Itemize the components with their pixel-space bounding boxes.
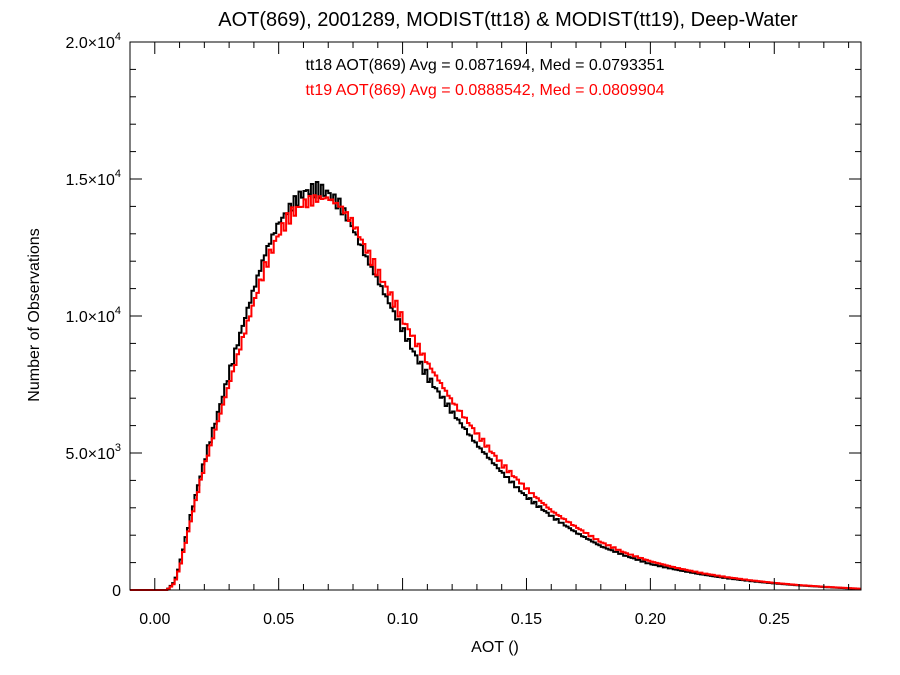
histogram-series-tt18: [130, 180, 861, 591]
histogram-series-tt19: [130, 194, 861, 591]
x-tick-label: 0.25: [759, 611, 790, 628]
x-tick-label: 0.00: [139, 611, 170, 628]
annotations: tt18 AOT(869) Avg = 0.0871694, Med = 0.0…: [305, 57, 664, 99]
x-axis-label: AOT (): [471, 639, 519, 656]
y-tick-label: 1.0×104: [65, 305, 121, 326]
x-tick-label: 0.05: [263, 611, 294, 628]
chart-title: AOT(869), 2001289, MODIST(tt18) & MODIST…: [218, 9, 798, 31]
plot-area: [130, 180, 861, 591]
y-tick-label: 0: [112, 583, 121, 600]
stats-annotation-tt18: tt18 AOT(869) Avg = 0.0871694, Med = 0.0…: [305, 57, 664, 74]
x-tick-label: 0.10: [387, 611, 418, 628]
stats-annotation-tt19: tt19 AOT(869) Avg = 0.0888542, Med = 0.0…: [305, 82, 664, 99]
x-tick-label: 0.20: [635, 611, 666, 628]
axes: 0.00 0.05 0.10 0.15 0.20 0.25 0 5.0×103 1.0×104 1…: [65, 31, 862, 628]
y-tick-label: 5.0×103: [65, 442, 121, 463]
y-tick-label: 1.5×104: [65, 168, 121, 189]
y-tick-label: 2.0×104: [65, 31, 121, 52]
y-axis-label: Number of Observations: [26, 228, 43, 401]
x-tick-label: 0.15: [511, 611, 542, 628]
